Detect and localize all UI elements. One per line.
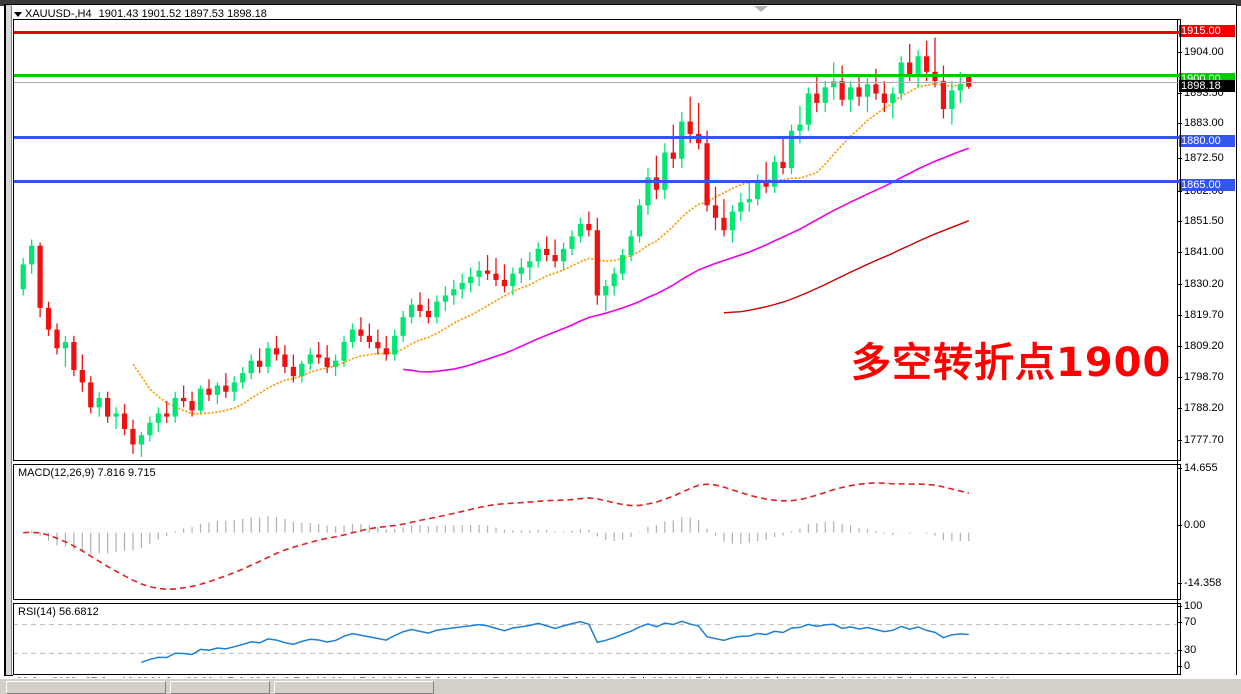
- price-pane[interactable]: [13, 19, 1181, 461]
- ohlc-values: 1901.43 1901.52 1897.53 1898.18: [98, 8, 267, 20]
- price-tick: 1798.70: [1178, 371, 1236, 383]
- price-tick: 1819.70: [1178, 309, 1236, 321]
- price-label-1898-18: 1898.18: [1179, 80, 1235, 92]
- level-line-resistance-1915[interactable]: [13, 31, 1181, 34]
- price-label-1865-00: 1865.00: [1179, 179, 1235, 191]
- macd-indicator-label: MACD(12,26,9) 7.816 9.715: [18, 467, 156, 479]
- price-tick: 1788.20: [1178, 402, 1236, 414]
- macd-pane[interactable]: [13, 464, 1181, 600]
- price-label-1915-00: 1915.00: [1179, 25, 1235, 37]
- price-tick: 100: [1178, 600, 1236, 612]
- taskbar: [0, 678, 1241, 694]
- price-scale-axis[interactable]: 1915.00 1904.00 1900.00 1898.18 1893.50 1883.…: [1177, 19, 1235, 675]
- price-tick: 0: [1178, 660, 1236, 672]
- caret-down-icon[interactable]: [14, 11, 22, 17]
- chart-window-frame: XAUUSD-,H4 1901.43 1901.52 1897.53 1898.1…: [4, 4, 1239, 691]
- level-line-support-1880[interactable]: [13, 136, 1181, 139]
- price-tick: 1883.00: [1178, 117, 1236, 129]
- price-tick: 1904.00: [1178, 46, 1236, 58]
- price-tick: 1777.70: [1178, 434, 1236, 446]
- level-line-pivot-1900[interactable]: [13, 74, 1181, 77]
- price-tick: 1851.50: [1178, 215, 1236, 227]
- price-tick: 0.00: [1178, 519, 1236, 531]
- symbol-header: XAUUSD-,H4 1901.43 1901.52 1897.53 1898.1…: [14, 8, 267, 20]
- price-tick: 70: [1178, 616, 1236, 628]
- taskbar-tab-1[interactable]: [6, 681, 166, 694]
- price-tick: 1830.20: [1178, 278, 1236, 290]
- rsi-plot: [13, 620, 1181, 664]
- triangle-down-icon[interactable]: [754, 6, 768, 12]
- rsi-pane[interactable]: [13, 603, 1181, 675]
- level-line-current-price[interactable]: [13, 82, 1181, 83]
- price-label-1880-00: 1880.00: [1179, 135, 1235, 147]
- vertical-scroll-gutter[interactable]: [6, 5, 12, 675]
- chart-annotation-text: 多空转折点1900: [851, 340, 1172, 386]
- price-tick: -14.358: [1178, 577, 1236, 589]
- symbol-timeframe-label: XAUUSD-,H4: [25, 8, 92, 20]
- macd-plot: [23, 482, 970, 591]
- taskbar-tab-2[interactable]: [170, 681, 270, 694]
- level-line-support-1865[interactable]: [13, 180, 1181, 183]
- price-tick: 1841.00: [1178, 246, 1236, 258]
- rsi-indicator-label: RSI(14) 56.6812: [18, 606, 99, 618]
- price-tick: 14.655: [1178, 462, 1236, 474]
- price-tick: 1872.50: [1178, 152, 1236, 164]
- price-tick: 30: [1178, 644, 1236, 656]
- price-tick: 1809.20: [1178, 340, 1236, 352]
- price-plot: [20, 37, 972, 457]
- window-top-strip: [0, 0, 1241, 6]
- taskbar-tab-3[interactable]: [274, 681, 434, 694]
